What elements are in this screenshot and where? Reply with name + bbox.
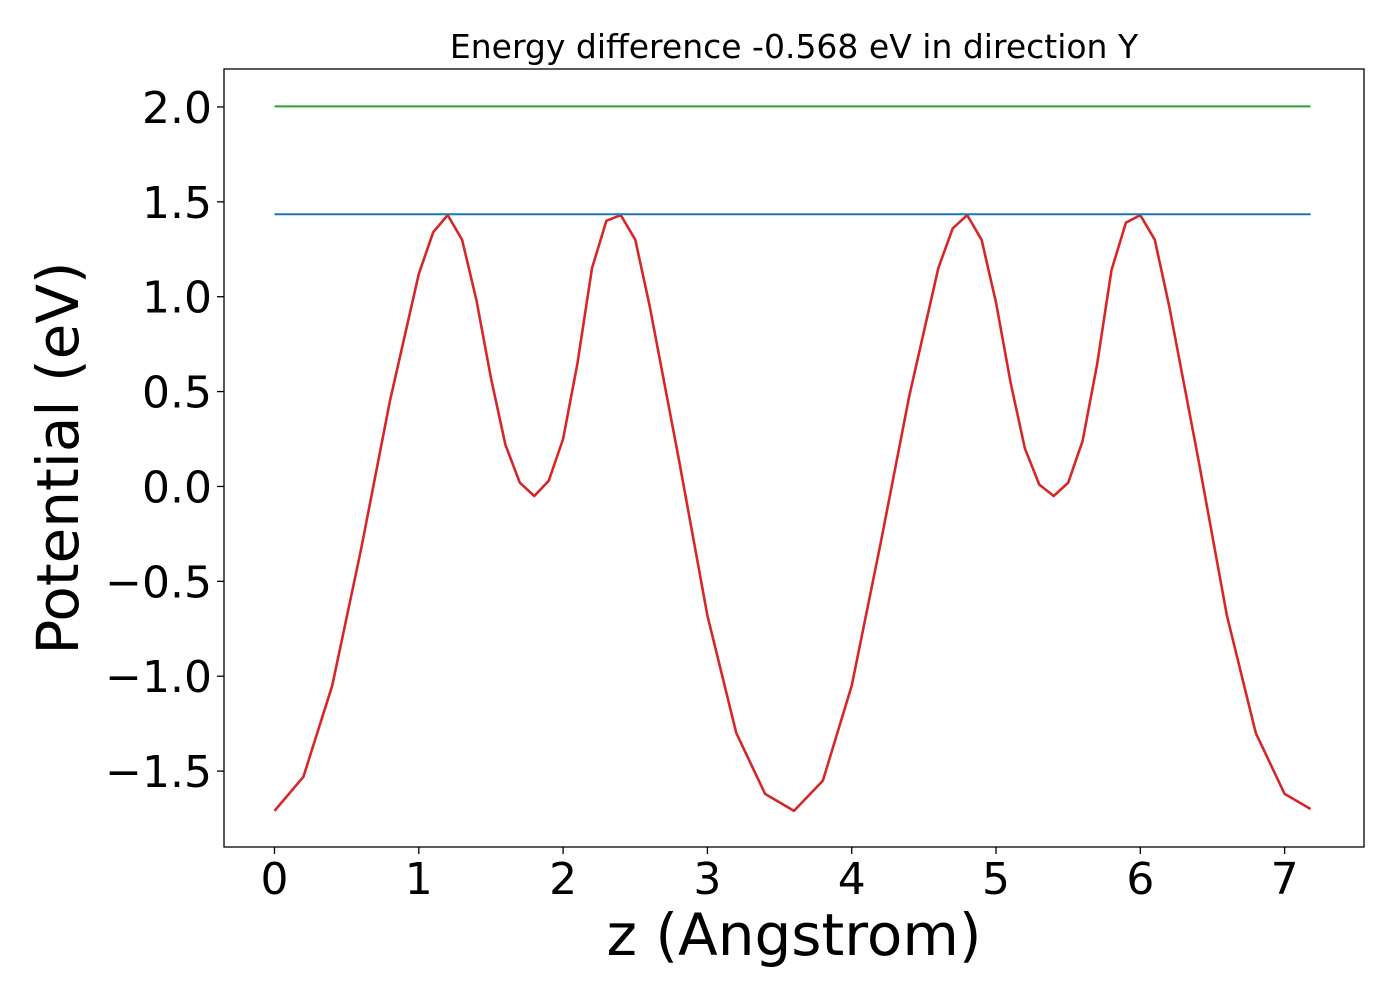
x-tick-label: 4 xyxy=(838,854,866,905)
x-axis-ticks: 0 1 2 3 4 5 6 7 xyxy=(261,847,1299,905)
x-tick-label: 5 xyxy=(982,854,1010,905)
y-tick-label: −0.5 xyxy=(105,557,212,608)
x-tick-label: 2 xyxy=(549,854,577,905)
series-layer xyxy=(273,105,1312,813)
chart-title: Energy difference -0.568 eV in direction… xyxy=(450,27,1139,66)
y-tick-label: 1.5 xyxy=(142,178,212,229)
x-tick-label: 6 xyxy=(1126,854,1154,905)
y-tick-label: −1.0 xyxy=(105,652,212,703)
x-tick-label: 0 xyxy=(261,854,289,905)
x-tick-label: 1 xyxy=(405,854,433,905)
y-tick-label: 1.0 xyxy=(142,273,212,324)
y-tick-label: 0.5 xyxy=(142,368,212,419)
plot-area-frame xyxy=(223,68,1365,848)
y-tick-label: 0.0 xyxy=(142,462,212,513)
x-tick-label: 7 xyxy=(1271,854,1299,905)
y-axis-label: Potential (eV) xyxy=(24,261,92,654)
y-tick-label: −1.5 xyxy=(105,747,212,798)
y-axis-ticks: 2.0 1.5 1.0 0.5 0.0 −0.5 −1.0 −1.5 xyxy=(105,83,224,798)
y-tick-label: 2.0 xyxy=(142,83,212,134)
x-axis-label: z (Angstrom) xyxy=(607,901,982,969)
series-line-0 xyxy=(273,213,1312,813)
x-tick-label: 3 xyxy=(693,854,721,905)
